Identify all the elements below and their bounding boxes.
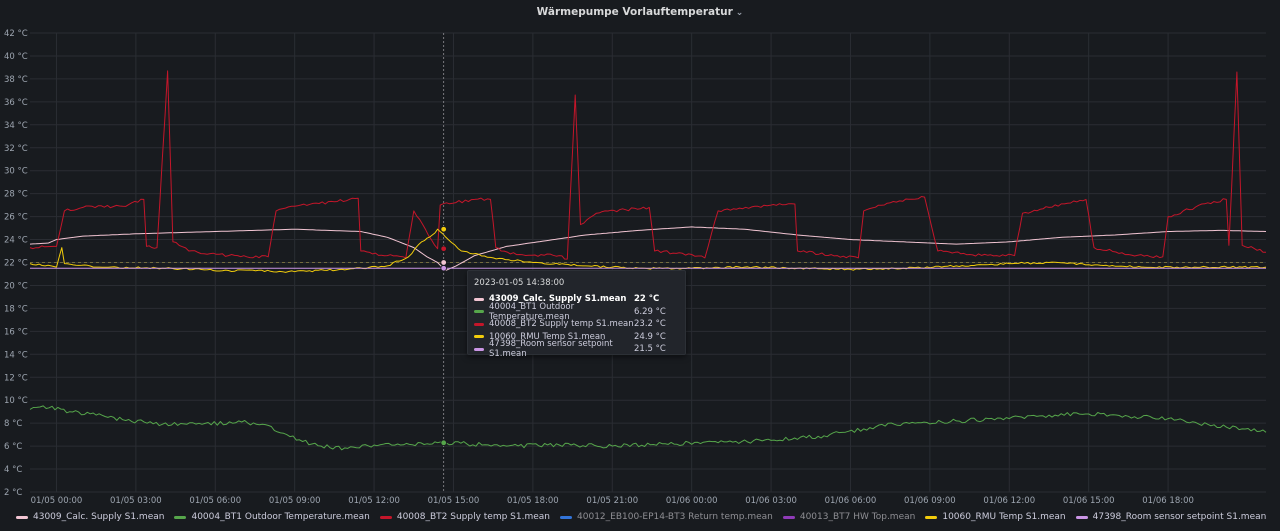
x-tick-label: 01/05 06:00 [189, 496, 241, 506]
legend-item[interactable]: 40004_BT1 Outdoor Temperature.mean [174, 512, 370, 522]
y-tick-label: 42 °C [4, 29, 28, 39]
x-tick-label: 01/06 09:00 [904, 496, 956, 506]
x-tick-label: 01/06 00:00 [666, 496, 718, 506]
tooltip-swatch [474, 335, 484, 339]
legend-label[interactable]: 43009_Calc. Supply S1.mean [33, 512, 165, 522]
y-tick-label: 38 °C [4, 75, 28, 85]
legend-label[interactable]: 10060_RMU Temp S1.mean [942, 512, 1066, 522]
legend-label[interactable]: 40004_BT1 Outdoor Temperature.mean [191, 512, 370, 522]
legend-item[interactable]: 47398_Room sensor setpoint S1.mean [1075, 512, 1267, 522]
y-tick-label: 34 °C [4, 121, 28, 131]
panel-title-text[interactable]: Wärmepumpe Vorlauftemperatur [536, 6, 733, 18]
x-tick-label: 01/05 18:00 [507, 496, 559, 506]
legend-swatch [379, 515, 392, 519]
tooltip-value: 6.29 °C [634, 306, 666, 317]
tooltip-swatch [474, 322, 484, 326]
tooltip-row: 47398_Room sensor setpoint S1.mean 21.5 °… [474, 339, 679, 359]
hover-point [440, 439, 447, 446]
x-tick-label: 01/05 03:00 [110, 496, 162, 506]
y-tick-label: 22 °C [4, 259, 28, 269]
legend-item[interactable]: 10060_RMU Temp S1.mean [925, 512, 1066, 522]
tooltip-swatch [474, 297, 484, 301]
x-tick-label: 01/05 15:00 [428, 496, 480, 506]
tooltip-series-name: 47398_Room sensor setpoint S1.mean [489, 339, 613, 360]
x-tick-label: 01/06 18:00 [1142, 496, 1194, 506]
x-tick-label: 01/05 00:00 [31, 496, 83, 506]
legend-item[interactable]: 43009_Calc. Supply S1.mean [16, 512, 164, 522]
series-line [29, 405, 1267, 451]
tooltip-series-name: 10060_RMU Temp S1.mean [489, 331, 606, 342]
y-tick-label: 2 °C [4, 488, 22, 498]
legend-label[interactable]: 40012_EB100-EP14-BT3 Return temp.mean [577, 512, 773, 522]
legend-swatch [174, 515, 187, 519]
hover-point [440, 265, 447, 272]
tooltip-swatch [474, 310, 484, 314]
panel-title[interactable]: Wärmepumpe Vorlauftemperatur ⌄ [0, 6, 1280, 18]
y-tick-label: 14 °C [4, 350, 28, 360]
legend-swatch [560, 515, 573, 519]
y-tick-label: 40 °C [4, 52, 28, 62]
tooltip-time: 2023-01-05 14:38:00 [474, 278, 565, 288]
series-line [29, 228, 1267, 273]
y-tick-label: 12 °C [4, 373, 28, 383]
legend-item[interactable]: 40008_BT2 Supply temp S1.mean [379, 512, 551, 522]
y-tick-label: 16 °C [4, 327, 28, 337]
x-tick-label: 01/06 03:00 [745, 496, 797, 506]
tooltip-swatch [474, 347, 484, 351]
hover-point [440, 226, 447, 233]
legend-item[interactable]: 40013_BT7 HW Top.mean [782, 512, 916, 522]
y-tick-label: 20 °C [4, 281, 28, 291]
tooltip-value: 21.5 °C [634, 344, 666, 355]
legend-label[interactable]: 47398_Room sensor setpoint S1.mean [1092, 512, 1267, 522]
tooltip-series-name: 43009_Calc. Supply S1.mean [489, 294, 627, 305]
legend-label[interactable]: 40013_BT7 HW Top.mean [799, 512, 916, 522]
tooltip-value: 22 °C [634, 294, 660, 305]
chart-legend: 43009_Calc. Supply S1.mean 40004_BT1 Outd… [16, 509, 1280, 525]
tooltip-value: 23.2 °C [634, 319, 666, 330]
legend-label[interactable]: 40008_BT2 Supply temp S1.mean [396, 512, 551, 522]
legend-swatch [925, 515, 938, 519]
y-tick-label: 28 °C [4, 190, 28, 200]
hover-point [440, 245, 447, 252]
y-tick-label: 18 °C [4, 304, 28, 314]
x-tick-label: 01/06 12:00 [983, 496, 1035, 506]
tooltip-value: 24.9 °C [634, 331, 666, 342]
tooltip-row: 43009_Calc. Supply S1.mean 22 °C [474, 293, 679, 306]
chevron-down-icon[interactable]: ⌄ [735, 8, 744, 18]
x-tick-label: 01/05 21:00 [586, 496, 638, 506]
y-tick-label: 36 °C [4, 98, 28, 108]
legend-swatch [782, 515, 795, 519]
tooltip-series-name: 40008_BT2 Supply temp S1.mean [489, 319, 634, 330]
y-tick-label: 8 °C [4, 419, 22, 429]
x-tick-label: 01/06 15:00 [1063, 496, 1115, 506]
y-tick-label: 32 °C [4, 144, 28, 154]
y-tick-label: 30 °C [4, 167, 28, 177]
y-tick-label: 10 °C [4, 396, 28, 406]
y-tick-label: 26 °C [4, 213, 28, 223]
y-tick-label: 24 °C [4, 236, 28, 246]
y-tick-label: 6 °C [4, 442, 22, 452]
y-tick-label: 4 °C [4, 465, 22, 475]
tooltip-row: 10060_RMU Temp S1.mean 24.9 °C [474, 331, 679, 344]
series-line [29, 70, 1266, 260]
hover-point [440, 259, 447, 266]
hover-tooltip: 2023-01-05 14:38:00 43009_Calc. Supply S… [467, 270, 686, 359]
x-tick-label: 01/06 06:00 [825, 496, 877, 506]
x-tick-label: 01/05 12:00 [348, 496, 400, 506]
tooltip-row: 40008_BT2 Supply temp S1.mean 23.2 °C [474, 318, 679, 331]
legend-item[interactable]: 40012_EB100-EP14-BT3 Return temp.mean [560, 512, 773, 522]
tooltip-row: 40004_BT1 Outdoor Temperature.mean 6.29 °… [474, 302, 679, 322]
legend-swatch [1075, 515, 1088, 519]
legend-swatch [16, 515, 28, 519]
tooltip-series-name: 40004_BT1 Outdoor Temperature.mean [489, 301, 575, 322]
x-tick-label: 01/05 09:00 [269, 496, 321, 506]
